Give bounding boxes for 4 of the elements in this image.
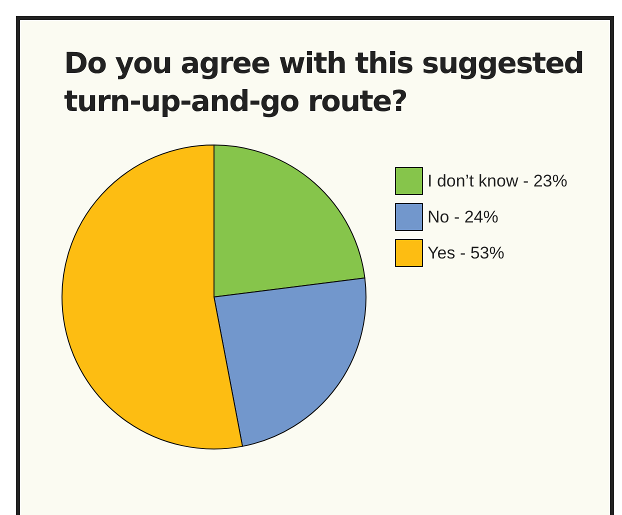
legend-label: Yes - 53% (428, 244, 504, 262)
legend-label: I don’t know - 23% (428, 172, 568, 190)
legend-label: No - 24% (428, 208, 498, 226)
chart-title: Do you agree with this suggested turn-up-and-go route? (64, 45, 585, 120)
